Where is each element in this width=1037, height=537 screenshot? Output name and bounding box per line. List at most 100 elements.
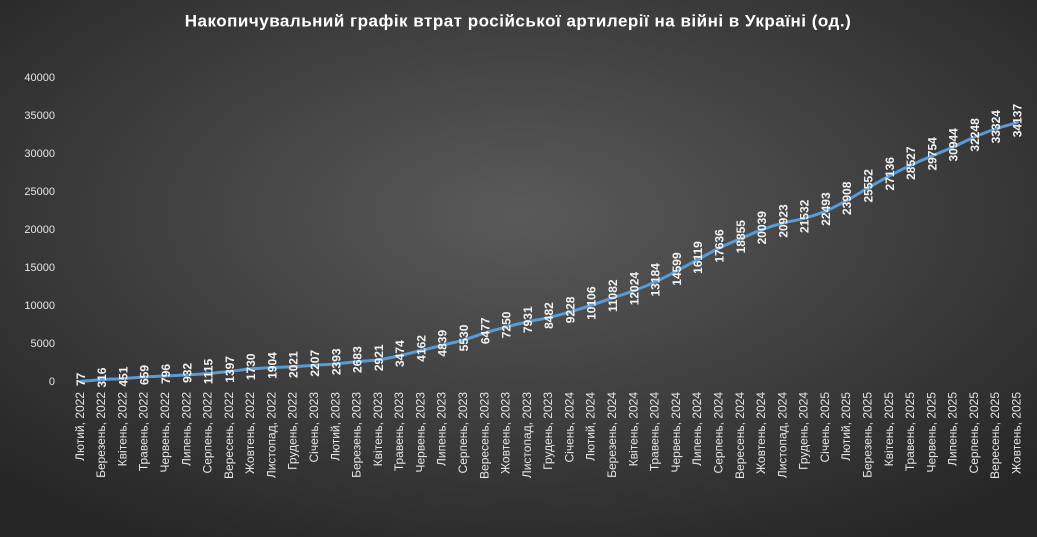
value-label: 6477: [478, 317, 492, 344]
value-label: 1904: [265, 352, 279, 379]
value-label: 451: [116, 366, 130, 386]
x-tick-label: Березень, 2023: [350, 392, 364, 478]
x-tick-label: Листопад, 2022: [264, 392, 278, 478]
value-label: 27136: [883, 157, 897, 191]
y-tick-label: 30000: [24, 148, 55, 160]
x-tick-label: Квітень, 2025: [882, 392, 896, 467]
x-tick-label: Квітень, 2022: [115, 392, 129, 467]
x-tick-label: Лютий, 2023: [328, 392, 342, 461]
value-label: 18855: [734, 220, 748, 254]
value-label: 932: [180, 363, 194, 383]
value-label: 11082: [606, 279, 620, 312]
value-label: 2021: [287, 351, 301, 378]
x-tick-label: Вересень, 2023: [477, 392, 491, 479]
y-tick-label: 25000: [24, 186, 55, 198]
value-label: 32248: [968, 118, 982, 152]
x-tick-label: Жовтень, 2025: [1010, 392, 1024, 474]
x-tick-label: Лютий, 2024: [584, 392, 598, 461]
value-label: 16119: [691, 241, 705, 274]
x-tick-label: Травень, 2022: [137, 392, 151, 471]
x-tick-label: Травень, 2024: [648, 392, 662, 471]
value-label: 4839: [436, 330, 450, 357]
value-label: 4162: [414, 335, 428, 362]
x-tick-label: Березень, 2025: [861, 392, 875, 478]
value-label: 30944: [947, 128, 961, 162]
x-tick-label: Квітень, 2024: [626, 392, 640, 467]
value-label: 659: [138, 365, 152, 385]
x-tick-label: Лютий, 2022: [73, 392, 87, 461]
x-tick-label: Грудень, 2023: [541, 392, 555, 470]
value-label: 1115: [202, 359, 216, 385]
value-label: 7250: [500, 311, 514, 338]
value-label: 2207: [308, 350, 322, 377]
value-label: 9228: [563, 296, 577, 323]
x-tick-label: Серпень, 2022: [201, 392, 215, 474]
x-tick-label: Жовтень, 2024: [754, 392, 768, 474]
y-tick-label: 10000: [24, 300, 55, 312]
x-tick-label: Червень, 2025: [924, 392, 938, 473]
x-tick-label: Січень, 2023: [307, 392, 321, 463]
x-tick-label: Вересень, 2024: [733, 392, 747, 479]
x-tick-label: Червень, 2022: [158, 392, 172, 473]
x-tick-label: Червень, 2024: [669, 392, 683, 473]
value-label: 796: [159, 364, 173, 384]
value-label: 34137: [1011, 104, 1025, 138]
x-tick-label: Жовтень, 2023: [499, 392, 513, 474]
value-label: 14599: [670, 252, 684, 286]
x-tick-label: Грудень, 2024: [797, 392, 811, 470]
value-label: 10106: [585, 286, 599, 320]
value-label: 20923: [776, 204, 790, 238]
x-tick-label: Лютий, 2025: [839, 392, 853, 461]
x-tick-label: Грудень, 2022: [286, 392, 300, 470]
x-tick-label: Червень, 2023: [413, 392, 427, 473]
x-tick-label: Січень, 2025: [818, 392, 832, 463]
x-tick-label: Січень, 2024: [562, 392, 576, 463]
y-tick-label: 15000: [24, 262, 55, 274]
value-label: 5530: [457, 324, 471, 351]
x-tick-label: Травень, 2023: [392, 392, 406, 471]
value-label: 17636: [712, 229, 726, 263]
value-label: 1730: [244, 353, 258, 380]
value-label: 2921: [372, 344, 386, 371]
y-tick-label: 40000: [24, 72, 55, 84]
chart-title: Накопичувальний графік втрат російської …: [185, 11, 851, 30]
value-label: 1397: [223, 356, 237, 383]
value-label: 8482: [542, 302, 556, 329]
value-label: 25552: [862, 169, 876, 203]
x-tick-label: Липень, 2022: [179, 392, 193, 466]
x-tick-label: Вересень, 2022: [222, 392, 236, 479]
y-tick-label: 5000: [31, 338, 55, 350]
x-tick-label: Листопад, 2023: [520, 392, 534, 478]
x-tick-label: Липень, 2024: [690, 392, 704, 466]
y-tick-label: 35000: [24, 110, 55, 122]
x-tick-label: Липень, 2023: [435, 392, 449, 466]
line: [79, 121, 1019, 383]
x-tick-label: Липень, 2025: [946, 392, 960, 466]
value-label: 2683: [351, 346, 365, 373]
value-label: 29754: [925, 137, 939, 171]
value-label: 21532: [798, 199, 812, 233]
x-tick-label: Березень, 2024: [605, 392, 619, 478]
x-tick-label: Березень, 2022: [94, 392, 108, 478]
y-tick-label: 20000: [24, 224, 55, 236]
x-tick-label: Серпень, 2024: [711, 392, 725, 474]
value-label: 12024: [627, 272, 641, 306]
x-tick-label: Квітень, 2023: [371, 392, 385, 467]
value-label: 2393: [329, 348, 343, 375]
x-tick-label: Серпень, 2025: [967, 392, 981, 474]
value-label: 3474: [393, 340, 407, 367]
value-label: 316: [95, 367, 109, 387]
x-tick-label: Травень, 2025: [903, 392, 917, 471]
x-tick-label: Вересень, 2025: [988, 392, 1002, 479]
value-label: 13184: [649, 263, 663, 297]
value-label: 28527: [904, 146, 918, 180]
value-label: 23908: [840, 181, 854, 215]
y-tick-label: 0: [49, 376, 55, 388]
x-tick-label: Листопад, 2024: [775, 392, 789, 478]
value-label: 33324: [989, 110, 1003, 144]
x-tick-label: Жовтень, 2022: [243, 392, 257, 474]
value-label: 77: [74, 372, 88, 386]
